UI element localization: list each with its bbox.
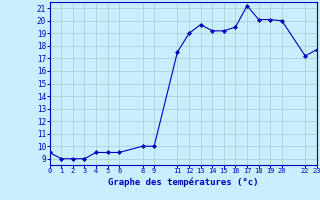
X-axis label: Graphe des températures (°c): Graphe des températures (°c) bbox=[108, 177, 259, 187]
